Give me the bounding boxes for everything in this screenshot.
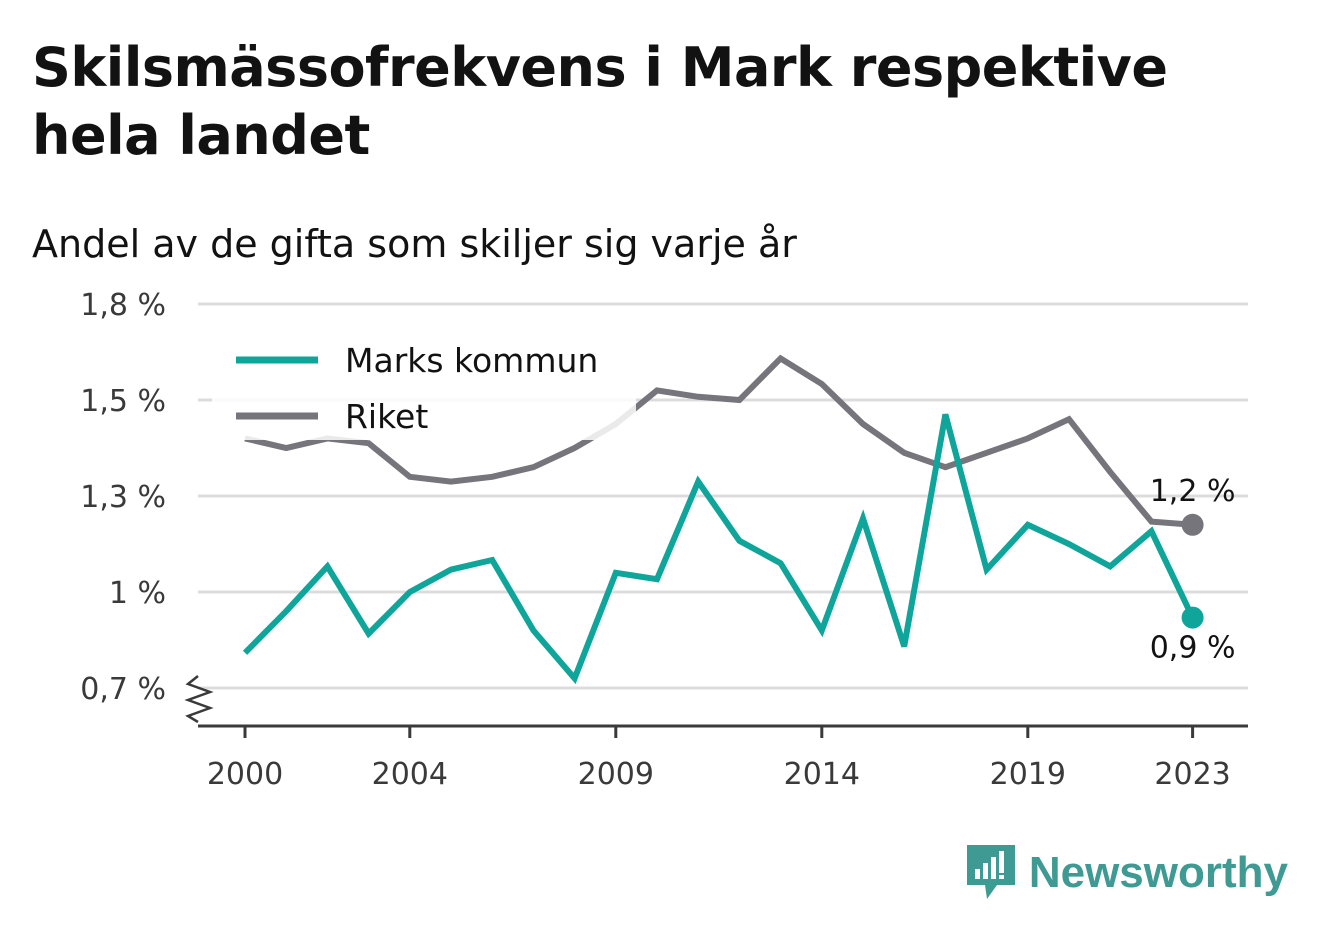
x-tick-label: 2000	[207, 757, 283, 792]
brand-name: Newsworthy	[1028, 848, 1288, 897]
legend-label: Riket	[345, 397, 428, 436]
axis-break-icon	[184, 675, 214, 724]
series-line-riket	[244, 354, 1193, 528]
y-tick-label: 0,7 %	[80, 672, 166, 707]
legend-label: Marks kommun	[345, 341, 598, 380]
brand-logo: Newsworthy	[966, 845, 1288, 901]
end-value-label: 1,2 %	[1150, 474, 1236, 509]
y-tick-label: 1 %	[109, 576, 166, 611]
legend-background	[212, 330, 636, 440]
newsworthy-logo-icon	[966, 845, 1015, 899]
end-point-marker	[1181, 606, 1204, 629]
x-tick-label: 2004	[372, 757, 448, 792]
chart-subtitle: Andel av de gifta som skiljer sig varje …	[32, 222, 797, 266]
end-point-marker	[1181, 513, 1204, 536]
y-tick-label: 1,5 %	[80, 384, 166, 419]
x-tick-label: 2023	[1154, 757, 1230, 792]
x-tick-label: 2009	[578, 757, 654, 792]
x-tick-label: 2019	[990, 757, 1066, 792]
y-tick-label: 1,8 %	[80, 288, 166, 323]
series-line-marks-kommun	[242, 413, 1196, 685]
chart-title: Skilsmässofrekvens i Mark respektive hel…	[32, 36, 1168, 167]
end-value-label: 0,9 %	[1150, 631, 1236, 666]
y-tick-label: 1,3 %	[80, 480, 166, 515]
x-tick-label: 2014	[784, 757, 860, 792]
